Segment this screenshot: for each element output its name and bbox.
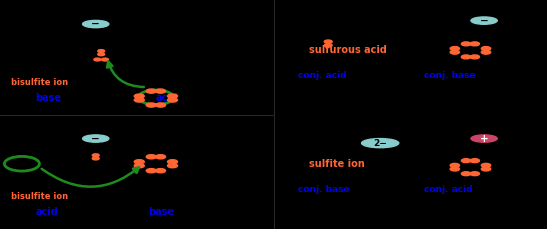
Circle shape: [450, 163, 459, 167]
Circle shape: [134, 94, 144, 98]
Text: acid: acid: [36, 207, 59, 217]
Ellipse shape: [471, 135, 497, 142]
Circle shape: [324, 40, 332, 43]
Circle shape: [470, 172, 480, 176]
Circle shape: [470, 159, 480, 163]
Circle shape: [481, 46, 491, 51]
Circle shape: [92, 157, 99, 160]
Text: 2−: 2−: [373, 139, 387, 148]
Circle shape: [461, 42, 471, 46]
Circle shape: [94, 58, 101, 61]
Circle shape: [134, 164, 144, 168]
Ellipse shape: [83, 20, 109, 28]
Text: −: −: [91, 134, 100, 144]
Circle shape: [155, 169, 166, 173]
Circle shape: [167, 160, 178, 164]
Circle shape: [481, 50, 491, 54]
Circle shape: [450, 46, 459, 51]
Circle shape: [146, 103, 156, 107]
Circle shape: [461, 172, 471, 176]
Circle shape: [98, 50, 104, 52]
Text: conj. base: conj. base: [424, 71, 475, 80]
Text: −: −: [91, 19, 100, 29]
Text: conj. acid: conj. acid: [424, 185, 473, 194]
Text: sulfite ion: sulfite ion: [309, 159, 365, 169]
Circle shape: [461, 55, 471, 59]
Circle shape: [155, 89, 166, 93]
Circle shape: [167, 164, 178, 168]
Text: bisulfite ion: bisulfite ion: [11, 78, 68, 87]
Text: bisulfite ion: bisulfite ion: [11, 192, 68, 201]
Circle shape: [461, 159, 471, 163]
Text: base: base: [148, 207, 174, 217]
Text: base: base: [36, 93, 62, 103]
Circle shape: [134, 98, 144, 102]
Circle shape: [450, 50, 459, 54]
Circle shape: [146, 89, 156, 93]
Text: acid: acid: [156, 93, 179, 103]
Ellipse shape: [362, 139, 399, 148]
Text: sulfurous acid: sulfurous acid: [309, 45, 387, 55]
Circle shape: [324, 44, 332, 47]
Circle shape: [155, 103, 166, 107]
Circle shape: [167, 94, 178, 98]
Circle shape: [98, 53, 104, 56]
Text: conj. base: conj. base: [298, 185, 350, 194]
Circle shape: [470, 42, 480, 46]
Circle shape: [102, 58, 108, 61]
Text: conj. acid: conj. acid: [298, 71, 347, 80]
Circle shape: [134, 160, 144, 164]
Circle shape: [155, 155, 166, 159]
Ellipse shape: [471, 17, 497, 24]
Circle shape: [146, 169, 156, 173]
Circle shape: [92, 154, 99, 157]
Circle shape: [167, 98, 178, 102]
Circle shape: [450, 167, 459, 171]
Circle shape: [470, 55, 480, 59]
Circle shape: [481, 167, 491, 171]
Ellipse shape: [83, 135, 109, 142]
Text: −: −: [480, 16, 488, 26]
Text: +: +: [480, 134, 488, 144]
Circle shape: [481, 163, 491, 167]
Circle shape: [146, 155, 156, 159]
